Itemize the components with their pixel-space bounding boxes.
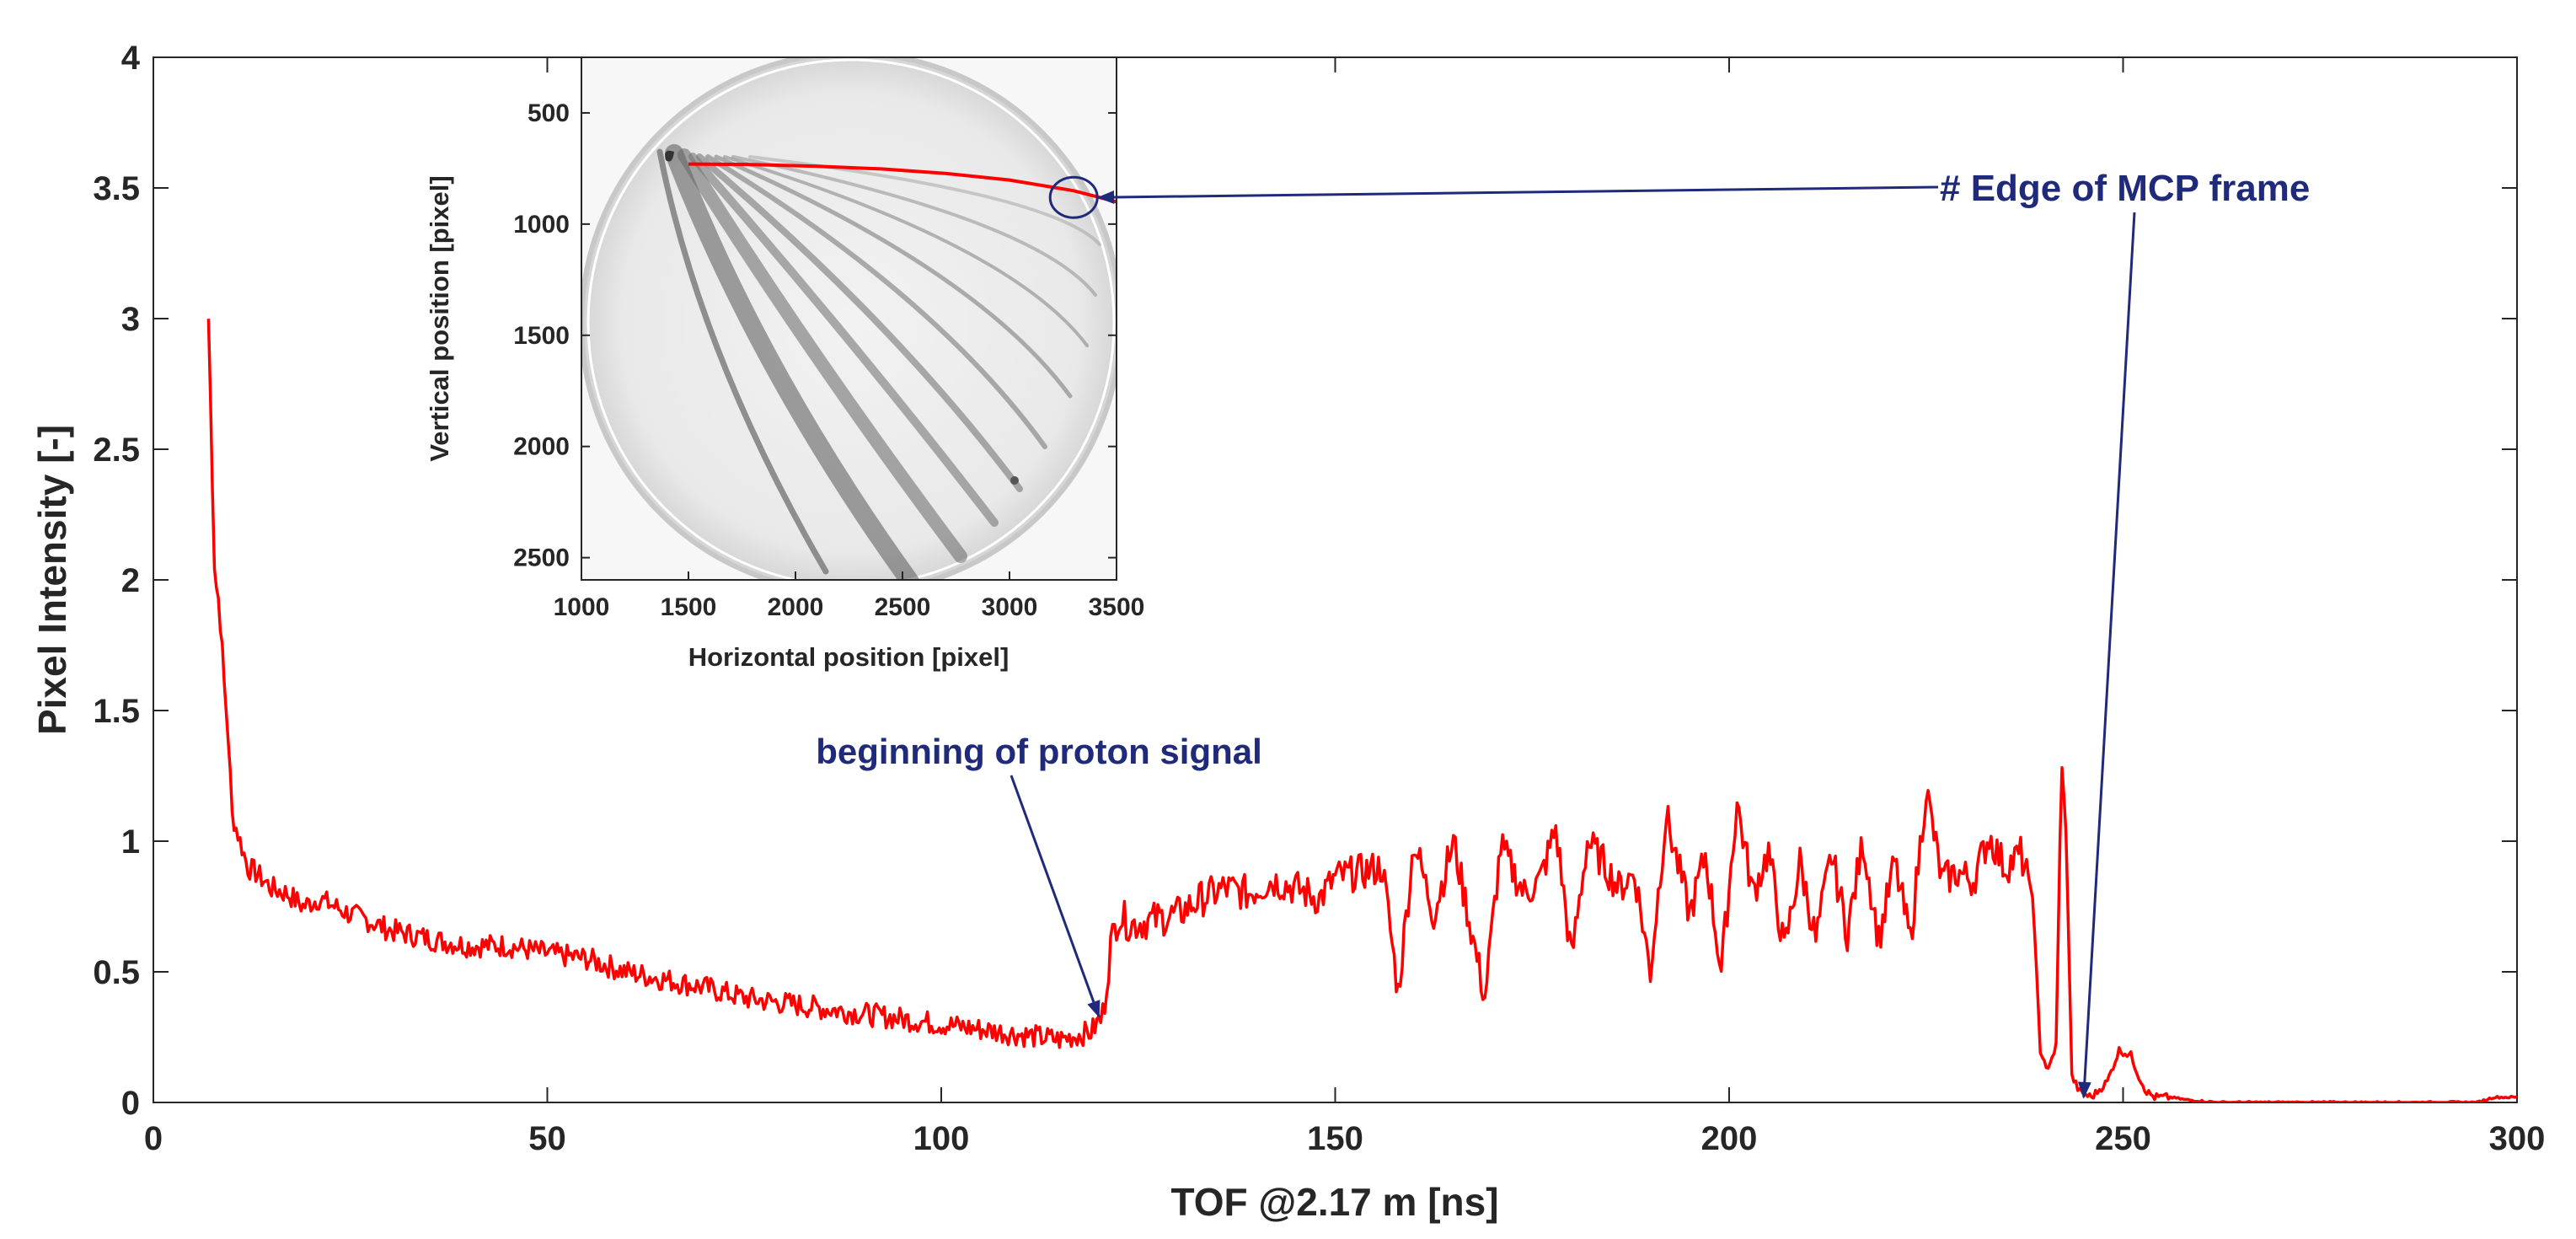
inset-y-ticks: 500 1000 1500 2000 2500	[513, 99, 1117, 572]
mcp-detector-image	[581, 57, 1117, 580]
main-y-tick-label: 3	[121, 301, 140, 338]
main-y-tick-label: 1.5	[93, 693, 140, 730]
main-x-tick-label: 300	[2489, 1120, 2546, 1157]
stripe	[677, 148, 967, 563]
stripe	[723, 155, 1089, 347]
inset-plot-frame	[581, 56, 1117, 581]
stripe	[714, 154, 1073, 399]
annotation-mcp-edge: # Edge of MCP frame	[1940, 168, 2310, 209]
main-y-tick-label: 4	[121, 40, 141, 77]
main-y-tick-label: 2	[121, 562, 140, 599]
inset-x-tick-label: 2500	[875, 593, 931, 621]
inset-y-tick-label: 500	[528, 99, 570, 127]
proton-stripes	[656, 144, 1101, 580]
inset-axes: 1000 1500 2000 2500 3000 3500 500 1000 1500 2000…	[425, 56, 1145, 672]
annotation-proton-signal: beginning of proton signal	[816, 732, 1262, 771]
main-x-axis-label: TOF @2.17 m [ns]	[1170, 1180, 1498, 1224]
dust-spot	[1010, 476, 1019, 485]
inset-y-axis-label: Vertical position [pixel]	[425, 175, 454, 461]
stripe	[665, 144, 919, 580]
inset-y-tick-label: 2500	[513, 544, 570, 572]
annotations: beginning of proton signal # Edge of MCP…	[816, 168, 2310, 1099]
main-y-tick-label: 0	[121, 1085, 140, 1122]
inset-x-tick-label: 3000	[982, 593, 1038, 621]
main-plot-area	[153, 56, 2518, 1103]
arrow-mcp-edge-main	[2077, 212, 2136, 1099]
stripe	[696, 153, 1023, 492]
pixel-intensity-series-line	[206, 319, 2517, 1102]
main-x-tick-label: 200	[1701, 1120, 1758, 1157]
main-y-tick-label: 2.5	[93, 432, 140, 469]
inset-x-tick-label: 2000	[768, 593, 824, 621]
main-x-tick-label: 0	[144, 1120, 163, 1157]
hot-spot	[665, 150, 674, 162]
inset-x-tick-label: 1000	[554, 593, 610, 621]
inset-y-tick-label: 2000	[513, 433, 570, 461]
main-x-tick-label: 100	[913, 1120, 970, 1157]
main-x-tick-label: 150	[1307, 1120, 1363, 1157]
main-y-axis-label: Pixel Intensity [-]	[30, 425, 74, 735]
inset-x-ticks: 1000 1500 2000 2500 3000 3500	[554, 571, 1145, 621]
arrow-mcp-edge-inset	[1097, 185, 1939, 204]
inset-y-tick-label: 1500	[513, 322, 570, 350]
stripe	[656, 148, 829, 575]
fit-curve-line	[688, 162, 1117, 204]
main-x-tick-label: 50	[528, 1120, 566, 1157]
arrow-proton-signal	[1010, 775, 1101, 1018]
inset-y-tick-label: 1000	[513, 211, 570, 239]
stripe	[705, 154, 1047, 449]
mcp-edge-marker-ellipse	[1048, 175, 1099, 219]
main-x-ticks: 0 50 100 150 200 250 300	[144, 57, 2546, 1157]
main-y-tick-label: 1	[121, 823, 140, 861]
main-y-tick-label: 3.5	[93, 170, 140, 207]
main-x-tick-label: 250	[2095, 1120, 2151, 1157]
stripe	[731, 155, 1097, 297]
inset-x-tick-label: 3500	[1089, 593, 1145, 621]
main-y-tick-label: 0.5	[93, 954, 140, 991]
main-y-ticks: 0 0.5 1 1.5 2 2.5 3 3.5 4	[93, 40, 2517, 1122]
inset-x-axis-label: Horizontal position [pixel]	[688, 642, 1010, 672]
main-axes: 0 50 100 150 200 250 300 0 0.5 1 1.5 2 2.5 3 3.5 4 TOF…	[30, 40, 2545, 1224]
stripe	[688, 153, 999, 527]
mcp-frame-inner-ring	[586, 58, 1116, 580]
inset-x-tick-label: 1500	[661, 593, 717, 621]
